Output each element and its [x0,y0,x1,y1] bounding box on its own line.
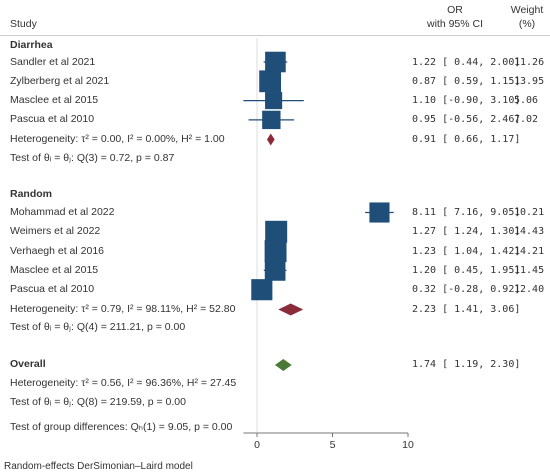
study-label: Pascua et al 2010 [10,113,95,126]
study-ci-text: 8.11 [ 7.16, 9.05] [412,207,521,218]
study-label: Masclee et al 2015 [10,263,99,276]
study-marker [369,202,390,223]
study-marker [265,51,286,73]
x-axis-tick-label: 5 [329,439,336,451]
study-ci-text: 1.23 [ 1.04, 1.42] [412,245,521,257]
study-column-header: Study [10,18,37,30]
study-ci-text: 0.87 [ 0.59, 1.15] [412,75,521,87]
study-ci-text: 1.10 [-0.90, 3.10] [412,95,521,107]
study-weight: 14.21 [514,245,545,257]
subgroup-homogeneity-test: Test of θᵢ = θⱼ: Q(4) = 211.21, p = 0.00 [10,321,186,333]
study-weight: 10.21 [514,207,545,218]
overall-label: Overall [10,358,46,370]
weight-column-header: Weight [510,4,544,16]
study-label: Verhaegh et al 2016 [10,244,104,257]
study-weight: 7.02 [514,114,539,126]
subgroup-pooled-diamond [266,133,275,146]
x-axis-tick-label: 0 [254,439,260,451]
x-axis-tick-label: 10 [402,439,414,451]
study-ci-text: 0.32 [-0.28, 0.92] [412,284,521,296]
study-weight: 5.06 [514,95,539,107]
study-weight: 14.43 [514,226,545,238]
study-weight: 12.40 [514,284,545,296]
subgroup-title: Random [10,188,52,200]
subgroup-pooled-ci-text: 2.23 [ 1.41, 3.06] [412,304,521,315]
study-label: Weimers et al 2022 [10,225,101,238]
subgroup-homogeneity-test: Test of θᵢ = θⱼ: Q(3) = 0.72, p = 0.87 [10,152,175,164]
study-weight: 11.45 [514,264,545,276]
overall-pooled-diamond [274,359,292,371]
overall-heterogeneity: Heterogeneity: τ² = 0.56, I² = 96.36%, H… [10,377,237,389]
overall-homogeneity-test: Test of θᵢ = θⱼ: Q(8) = 219.59, p = 0.00 [10,396,186,408]
study-marker [264,260,286,281]
study-label: Mohammad et al 2022 [10,206,115,218]
or-ci-column-header: with 95% CI [426,18,484,30]
study-marker [262,110,281,130]
study-label: Zylberberg et al 2021 [10,74,110,87]
study-marker [265,92,283,110]
study-label: Masclee et al 2015 [10,94,99,107]
study-weight: 11.26 [514,56,545,68]
study-label: Sandler et al 2021 [10,55,96,68]
weight-unit-header: (%) [518,18,536,30]
or-column-header: OR [447,4,463,16]
study-ci-text: 0.95 [-0.56, 2.46] [412,114,521,126]
study-label: Pascua et al 2010 [10,283,95,296]
subgroup-pooled-ci-text: 0.91 [ 0.66, 1.17] [412,134,521,145]
study-marker [264,240,287,263]
study-marker [265,220,288,243]
study-ci-text: 1.27 [ 1.24, 1.30] [412,226,521,238]
study-marker [259,70,282,93]
subgroup-heterogeneity: Heterogeneity: τ² = 0.00, I² = 0.00%, H²… [10,133,225,145]
study-weight: 13.95 [514,75,545,87]
study-ci-text: 1.22 [ 0.44, 2.00] [412,56,521,68]
subgroup-pooled-diamond [278,303,304,316]
study-ci-text: 1.20 [ 0.45, 1.95] [412,264,521,276]
group-differences-test: Test of group differences: Qₕ(1) = 9.05,… [10,421,233,433]
subgroup-title: Diarrhea [10,39,53,51]
model-note: Random-effects DerSimonian–Laird model [4,461,193,472]
subgroup-heterogeneity: Heterogeneity: τ² = 0.79, I² = 98.11%, H… [10,303,236,315]
study-marker [251,279,273,301]
overall-ci-text: 1.74 [ 1.19, 2.30] [412,359,521,370]
